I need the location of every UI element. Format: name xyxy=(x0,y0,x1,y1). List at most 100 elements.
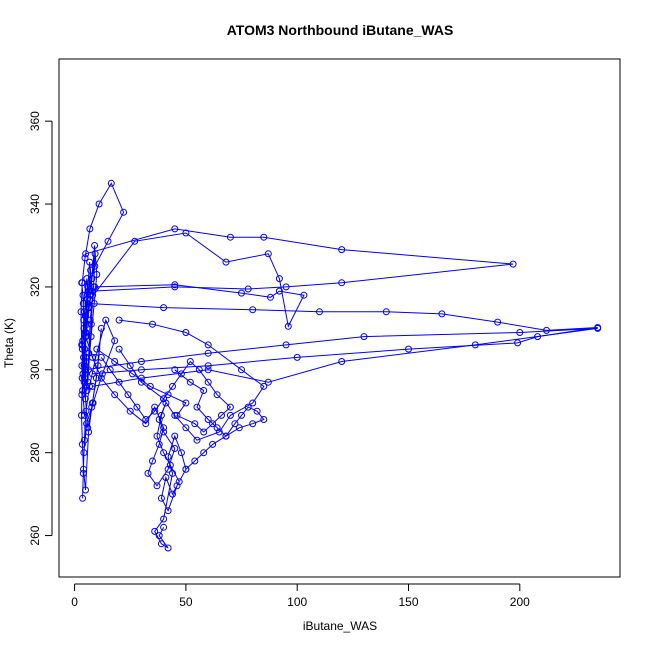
series-5 xyxy=(82,324,602,390)
data-point xyxy=(160,395,168,403)
series-line xyxy=(80,182,125,499)
series-line xyxy=(87,303,598,375)
data-point xyxy=(177,449,185,457)
data-point xyxy=(182,399,190,407)
data-point xyxy=(97,353,105,361)
data-point xyxy=(182,424,190,432)
data-point xyxy=(338,246,346,254)
data-point xyxy=(137,378,145,386)
data-point xyxy=(79,494,87,502)
data-point xyxy=(160,304,168,312)
data-point xyxy=(88,275,96,283)
data-point xyxy=(85,428,93,436)
data-point xyxy=(382,308,390,316)
data-point xyxy=(84,378,92,386)
data-point xyxy=(78,391,86,399)
data-point xyxy=(137,358,145,365)
data-point xyxy=(244,285,252,293)
data-point xyxy=(160,515,168,523)
data-point xyxy=(87,333,95,341)
data-point xyxy=(204,349,212,357)
data-point xyxy=(169,382,176,390)
data-point xyxy=(94,362,102,370)
data-point xyxy=(97,374,105,382)
data-point xyxy=(260,233,268,241)
data-point xyxy=(104,237,112,245)
data-point xyxy=(92,374,100,382)
data-point xyxy=(253,407,261,415)
data-point xyxy=(471,341,479,349)
data-point xyxy=(80,353,87,361)
data-point xyxy=(200,428,208,436)
data-point xyxy=(126,362,134,370)
y-tick-label: 360 xyxy=(28,111,42,131)
data-point xyxy=(171,366,179,374)
series-3 xyxy=(82,225,517,295)
data-point xyxy=(191,457,199,465)
series-layer xyxy=(77,179,602,552)
series-line xyxy=(89,232,305,328)
data-point xyxy=(80,324,88,332)
data-point xyxy=(80,374,88,382)
series-7 xyxy=(115,316,268,444)
data-point xyxy=(142,420,150,428)
data-point xyxy=(275,287,283,295)
data-point xyxy=(171,283,179,291)
x-tick-label: 100 xyxy=(287,595,307,609)
data-point xyxy=(111,337,119,345)
y-axis-label: Theta (K) xyxy=(2,318,16,368)
data-point xyxy=(78,341,86,349)
series-line xyxy=(85,327,598,387)
data-point xyxy=(249,420,257,428)
data-point xyxy=(111,358,119,365)
data-point xyxy=(81,254,89,262)
data-point xyxy=(78,345,86,353)
data-point xyxy=(91,262,99,270)
data-point xyxy=(81,312,89,320)
data-point xyxy=(88,403,96,411)
series-line xyxy=(118,319,265,441)
data-point xyxy=(169,469,176,477)
data-point xyxy=(164,507,172,515)
data-point xyxy=(79,291,87,299)
data-point xyxy=(157,540,165,548)
data-point xyxy=(209,420,217,428)
data-point xyxy=(171,281,179,289)
data-point xyxy=(81,411,89,419)
x-axis: 0 50 100 150 200 xyxy=(71,583,530,609)
data-point xyxy=(218,411,225,419)
data-point xyxy=(204,378,212,386)
data-point xyxy=(164,391,172,399)
data-point xyxy=(164,465,172,473)
series-1 xyxy=(82,333,190,552)
data-point xyxy=(204,362,212,370)
data-point xyxy=(149,320,156,328)
data-point xyxy=(226,403,234,411)
data-point xyxy=(238,289,245,297)
data-point xyxy=(79,387,87,394)
data-point xyxy=(162,399,170,407)
data-point xyxy=(95,200,103,208)
data-point xyxy=(81,308,89,316)
data-point xyxy=(226,233,234,241)
data-point xyxy=(162,474,170,481)
data-point xyxy=(543,326,550,334)
data-point xyxy=(264,250,272,258)
data-point xyxy=(267,293,274,301)
data-point xyxy=(78,440,86,448)
data-point xyxy=(200,387,208,394)
data-point xyxy=(338,279,346,287)
data-point xyxy=(200,449,208,457)
data-point xyxy=(300,291,308,299)
data-point xyxy=(494,318,502,326)
data-point xyxy=(153,482,161,490)
data-point xyxy=(509,260,517,268)
data-point xyxy=(93,345,101,353)
data-point xyxy=(164,544,172,552)
data-point xyxy=(81,395,89,403)
data-point xyxy=(88,370,96,378)
data-point xyxy=(84,424,92,432)
data-point xyxy=(191,420,199,428)
data-point xyxy=(594,324,602,332)
